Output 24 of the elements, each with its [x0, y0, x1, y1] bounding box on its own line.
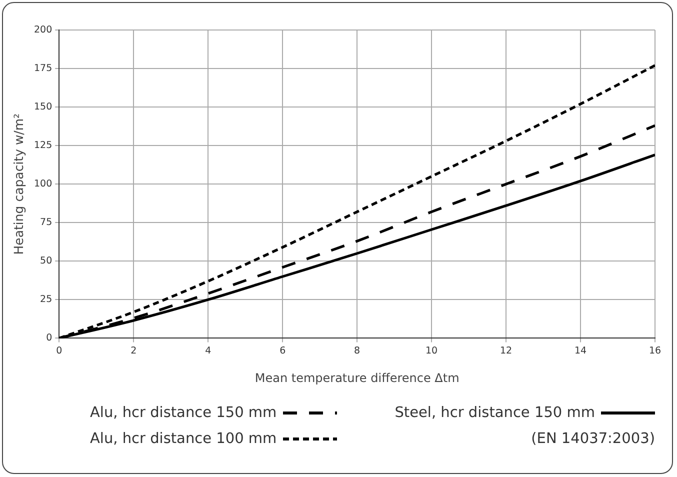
- y-tick-label: 75: [40, 217, 52, 228]
- x-tick-label: 12: [500, 345, 512, 356]
- x-tick-label: 2: [130, 345, 137, 356]
- y-tick-label: 100: [34, 178, 52, 190]
- text: (EN 14037:2003): [530, 431, 655, 447]
- y-tick-label: 0: [46, 332, 52, 344]
- legend-label: Alu, hcr distance 150 mm: [90, 405, 277, 421]
- y-tick-label: 125: [34, 140, 52, 152]
- y-tick-label: 25: [40, 294, 52, 306]
- x-tick-label: 8: [354, 345, 360, 356]
- x-tick-label: 14: [574, 345, 587, 356]
- legend-label: Steel, hcr distance 150 mm: [394, 405, 595, 421]
- x-axis-title: Mean temperature difference Δtm: [254, 370, 460, 385]
- legend-label: Alu, hcr distance 100 mm: [90, 431, 277, 447]
- y-axis-title: Heating capacity w/m²: [10, 113, 26, 255]
- x-tick-label: 0: [56, 345, 62, 356]
- y-tick-label: 175: [34, 62, 52, 74]
- x-tick-label: 10: [426, 345, 438, 356]
- x-tick-label: 4: [205, 345, 212, 356]
- x-tick-label: 16: [648, 345, 662, 356]
- y-tick-label: 50: [40, 256, 52, 267]
- x-tick-label: 6: [280, 345, 286, 356]
- y-tick-label: 150: [34, 102, 52, 113]
- y-tick-label: 200: [34, 24, 52, 36]
